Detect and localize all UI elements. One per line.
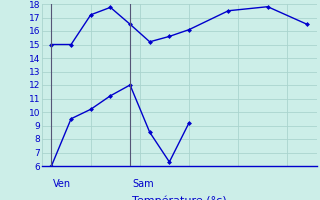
Text: Sam: Sam bbox=[132, 179, 154, 189]
Text: Température (°c): Température (°c) bbox=[132, 195, 227, 200]
Text: Ven: Ven bbox=[53, 179, 71, 189]
